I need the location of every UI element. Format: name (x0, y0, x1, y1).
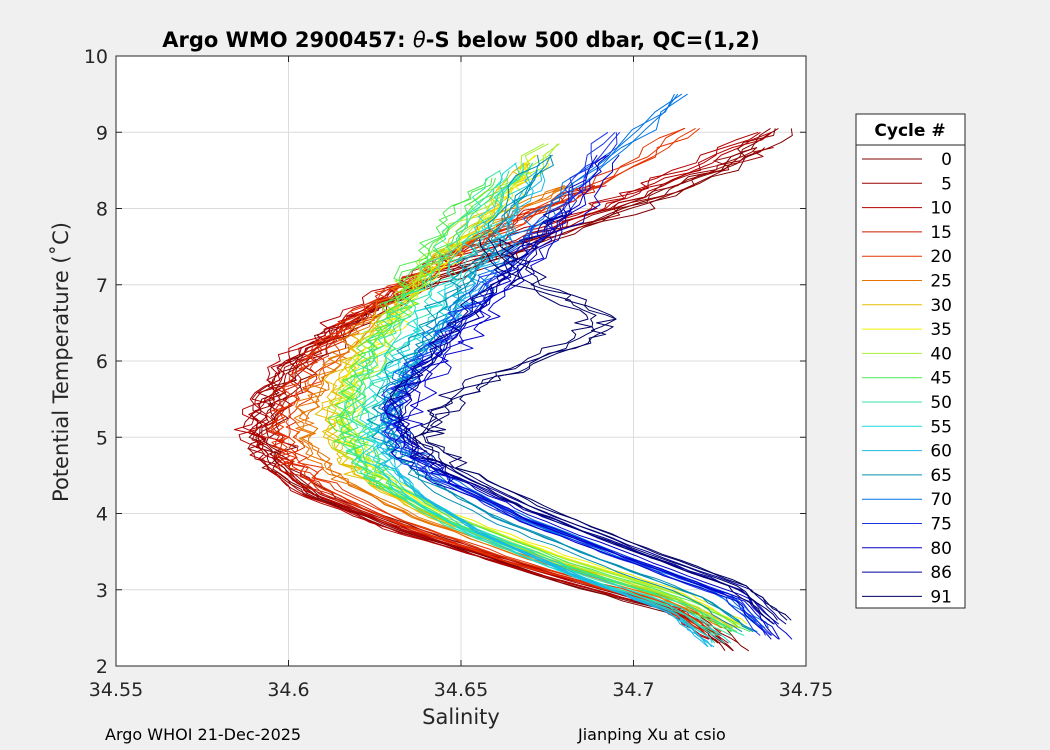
x-axis-label: Salinity (422, 705, 500, 729)
axis-ticks (115, 55, 807, 667)
y-tick-label: 2 (96, 656, 108, 678)
y-tick-label: 4 (96, 504, 108, 526)
y-tick-label: 5 (96, 427, 108, 449)
legend-label: 55 (930, 417, 952, 437)
legend-label: 60 (930, 442, 952, 462)
series-line-cycle-80 (385, 154, 772, 640)
legend-label: 0 (941, 150, 952, 170)
series-line-cycle-86 (389, 208, 774, 625)
series-line-cycle-91 (421, 238, 788, 621)
series-line-cycle-55 (376, 162, 732, 644)
x-tick-label: 34.7 (612, 679, 654, 701)
y-tick-label: 9 (96, 122, 108, 144)
legend-label: 10 (930, 199, 952, 219)
legend-label: 35 (930, 320, 952, 340)
legend-label: 80 (930, 539, 952, 559)
series-line-cycle-35 (342, 154, 748, 625)
series-line-cycle-91 (412, 238, 778, 621)
legend-label: 30 (930, 296, 952, 316)
legend-label: 15 (930, 223, 952, 243)
y-tick-label: 8 (96, 199, 108, 221)
y-tick-label: 6 (96, 351, 108, 373)
y-tick-labels: 2 3 4 5 6 7 8 9 10 (84, 46, 108, 678)
series-line-cycle-50 (363, 170, 745, 636)
data-series (233, 93, 793, 652)
series-line-cycle-10 (233, 131, 759, 640)
legend-label: 86 (930, 563, 952, 583)
series-line-cycle-20 (285, 127, 717, 633)
legend-label: 5 (941, 174, 952, 194)
legend-label: 75 (930, 515, 952, 535)
x-tick-label: 34.75 (779, 679, 833, 701)
legend-label: 45 (930, 369, 952, 389)
series-line-cycle-25 (293, 185, 723, 629)
y-tick-label: 10 (84, 46, 108, 68)
series-line-cycle-45 (351, 177, 751, 633)
footer-right-text: Jianping Xu at csio (578, 725, 726, 744)
series-line-cycle-55 (361, 162, 716, 644)
series-line-cycle-91 (425, 238, 792, 621)
legend-entries: 0 5 10 15 20 25 30 35 40 45 50 55 60 65 70 75 80 86 91 (862, 150, 952, 607)
legend-label: 65 (930, 466, 952, 486)
legend-label: 50 (930, 393, 952, 413)
x-tick-label: 34.55 (89, 679, 143, 701)
legend-label: 70 (930, 490, 952, 510)
chart-title: Argo WMO 2900457: θ-S below 500 dbar, QC… (162, 28, 759, 52)
x-tick-label: 34.6 (267, 679, 309, 701)
series-line-cycle-40 (346, 143, 746, 629)
legend-label: 91 (930, 587, 952, 607)
series-line-cycle-20 (271, 127, 707, 633)
legend-title: Cycle # (874, 121, 945, 141)
y-axis-label: Potential Temperature (˚C) (49, 222, 73, 502)
x-tick-labels: 34.55 34.6 34.65 34.7 34.75 (89, 679, 833, 701)
legend-box (855, 113, 966, 609)
series-line-cycle-80 (400, 154, 793, 640)
series-line-cycle-91 (414, 238, 771, 621)
x-tick-label: 34.65 (434, 679, 488, 701)
series-line-cycle-60 (370, 170, 709, 648)
series-line-cycle-75 (380, 131, 766, 636)
series-line-cycle-80 (393, 154, 780, 640)
legend-label: 20 (930, 247, 952, 267)
y-tick-label: 7 (96, 275, 108, 297)
legend-label: 40 (930, 344, 952, 364)
legend-label: 25 (930, 272, 952, 292)
legend: Cycle # 0 5 10 15 20 25 30 35 40 45 50 55 60 65 70 75 80… (855, 113, 966, 609)
footer-left-text: Argo WHOI 21-Dec-2025 (105, 725, 302, 744)
y-tick-label: 3 (96, 580, 108, 602)
series-line-cycle-20 (285, 128, 722, 633)
